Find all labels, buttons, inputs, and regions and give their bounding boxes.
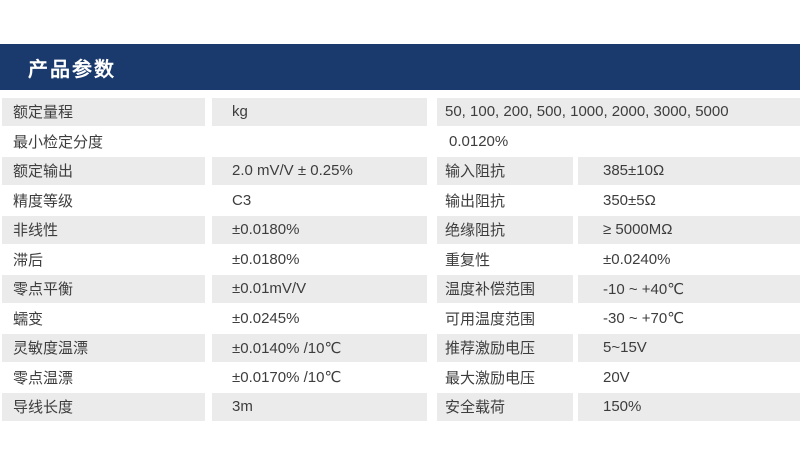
param-label-safe-load: 安全载荷 (437, 393, 573, 421)
param-label-hysteresis: 滞后 (2, 245, 205, 273)
param-label-operating-temp: 可用温度范围 (437, 304, 573, 332)
param-label-rated-output: 额定输出 (2, 157, 205, 185)
section-title: 产品参数 (28, 58, 116, 81)
param-value-zero-balance: ±0.01mV/V (212, 275, 427, 303)
param-label-insulation: 绝缘阻抗 (437, 216, 573, 244)
param-label-recommended-excitation: 推荐激励电压 (437, 334, 573, 362)
section-header-bar: 产品参数 (0, 44, 800, 90)
param-value-nonlinearity: ±0.0180% (212, 216, 427, 244)
param-label-cable-length: 导线长度 (2, 393, 205, 421)
param-value-capacity-list: 50, 100, 200, 500, 1000, 2000, 3000, 500… (437, 98, 800, 126)
param-value-hysteresis: ±0.0180% (212, 245, 427, 273)
param-value-recommended-excitation: 5~15V (578, 334, 800, 362)
param-label-input-impedance: 输入阻抗 (437, 157, 573, 185)
param-value-division-pct: 0.0120% (437, 127, 800, 155)
param-label-min-division: 最小检定分度 (2, 127, 205, 155)
param-value-rated-output: 2.0 mV/V ± 0.25% (212, 157, 427, 185)
param-value-zero-drift: ±0.0170% /10℃ (212, 363, 427, 391)
param-value-input-impedance: 385±10Ω (578, 157, 800, 185)
param-label-creep: 蠕变 (2, 304, 205, 332)
param-label-sensitivity-drift: 灵敏度温漂 (2, 334, 205, 362)
param-label-temp-comp-range: 温度补偿范围 (437, 275, 573, 303)
spec-tables: 额定量程 kg 最小检定分度 额定输出 2.0 mV/V ± 0.25% 精度等… (0, 98, 800, 421)
param-label-max-excitation: 最大激励电压 (437, 363, 573, 391)
param-value-temp-comp-range: -10 ~ +40℃ (578, 275, 800, 303)
param-label-zero-drift: 零点温漂 (2, 363, 205, 391)
param-value-sensitivity-drift: ±0.0140% /10℃ (212, 334, 427, 362)
param-value-creep: ±0.0245% (212, 304, 427, 332)
param-label-output-impedance: 输出阻抗 (437, 186, 573, 214)
param-value-cable-length: 3m (212, 393, 427, 421)
param-value-operating-temp: -30 ~ +70℃ (578, 304, 800, 332)
param-value-repeatability: ±0.0240% (578, 245, 800, 273)
param-label-repeatability: 重复性 (437, 245, 573, 273)
param-value-min-division (212, 127, 427, 155)
param-label-nonlinearity: 非线性 (2, 216, 205, 244)
param-value-safe-load: 150% (578, 393, 800, 421)
param-label-accuracy-class: 精度等级 (2, 186, 205, 214)
param-value-insulation: ≥ 5000MΩ (578, 216, 800, 244)
param-value-rated-capacity: kg (212, 98, 427, 126)
spec-table-left: 额定量程 kg 最小检定分度 额定输出 2.0 mV/V ± 0.25% 精度等… (2, 98, 427, 421)
param-value-max-excitation: 20V (578, 363, 800, 391)
param-value-accuracy-class: C3 (212, 186, 427, 214)
param-value-output-impedance: 350±5Ω (578, 186, 800, 214)
param-label-rated-capacity: 额定量程 (2, 98, 205, 126)
spec-table-right: 50, 100, 200, 500, 1000, 2000, 3000, 500… (437, 98, 800, 421)
param-label-zero-balance: 零点平衡 (2, 275, 205, 303)
